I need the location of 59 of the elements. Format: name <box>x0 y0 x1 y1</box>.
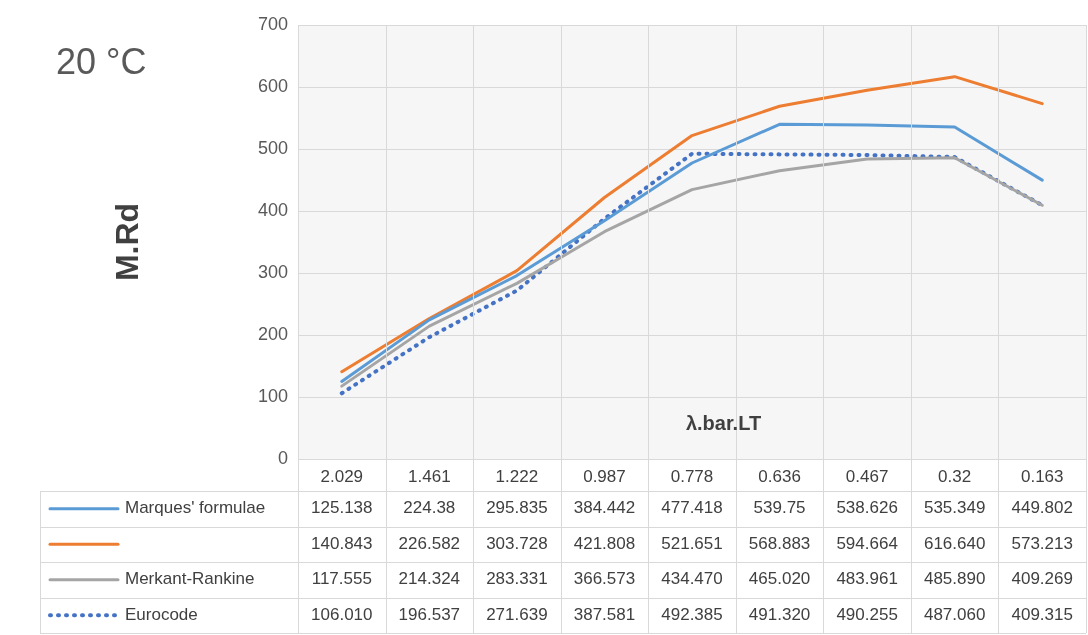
y-tick-label: 500 <box>257 137 288 158</box>
data-label: 214.324 <box>398 569 461 589</box>
data-label: 449.802 <box>1011 498 1073 518</box>
y-tick-label: 200 <box>257 323 288 344</box>
y-tick-label: 100 <box>257 385 288 406</box>
data-label: 434.470 <box>661 569 723 589</box>
data-label: 492.385 <box>661 604 723 624</box>
data-label: 295.835 <box>486 498 548 518</box>
y-tick-label: 0 <box>277 447 288 468</box>
data-label: 226.582 <box>398 533 461 553</box>
x-tick-label: 0.636 <box>758 466 801 486</box>
data-label: 106.010 <box>311 604 373 624</box>
legend-label: Eurocode <box>125 604 198 624</box>
y-tick-label: 300 <box>257 261 288 282</box>
data-label: 539.75 <box>753 498 806 518</box>
data-label: 487.060 <box>923 604 986 624</box>
data-label: 421.808 <box>573 533 636 553</box>
data-label: 387.581 <box>573 604 636 624</box>
x-tick-label: 1.222 <box>495 466 539 486</box>
x-axis-title: λ.bar.LT <box>685 411 762 434</box>
data-label: 125.138 <box>311 498 373 518</box>
x-tick-label: 1.461 <box>408 466 451 486</box>
data-label: 616.640 <box>923 533 986 553</box>
data-label: 409.269 <box>1011 569 1073 589</box>
data-label: 465.020 <box>748 569 811 589</box>
data-label: 568.883 <box>748 533 811 553</box>
y-tick-label: 600 <box>257 75 288 96</box>
data-label: 196.537 <box>398 604 461 624</box>
data-label: 483.961 <box>836 569 898 589</box>
y-tick-label: 400 <box>257 199 288 220</box>
data-label: 366.573 <box>573 569 636 589</box>
data-label: 140.843 <box>311 533 373 553</box>
data-label: 271.639 <box>486 604 548 624</box>
legend-label: Marques' formulae <box>125 498 266 518</box>
data-label: 521.651 <box>661 533 723 553</box>
data-label: 477.418 <box>661 498 723 518</box>
data-label: 303.728 <box>486 533 548 553</box>
x-tick-label: 2.029 <box>320 466 364 486</box>
data-label: 490.255 <box>836 604 898 624</box>
data-label: 485.890 <box>923 569 986 589</box>
data-label: 535.349 <box>923 498 986 518</box>
y-axis-title: M.Rd <box>109 202 146 282</box>
data-label: 538.626 <box>836 498 898 518</box>
data-label: 224.38 <box>403 498 456 518</box>
chart-title: 20 °C <box>56 40 147 82</box>
data-label: 594.664 <box>836 533 898 553</box>
data-label: 117.555 <box>311 569 372 589</box>
data-label: 283.331 <box>486 569 548 589</box>
x-tick-label: 0.32 <box>938 466 972 486</box>
x-tick-label: 0.987 <box>583 466 626 486</box>
x-tick-label: 0.467 <box>845 466 889 486</box>
y-tick-label: 700 <box>257 13 288 34</box>
data-label: 409.315 <box>1011 604 1073 624</box>
data-label: 384.442 <box>573 498 636 518</box>
x-tick-label: 0.778 <box>670 466 714 486</box>
data-label: 491.320 <box>748 604 811 624</box>
x-tick-label: 0.163 <box>1020 466 1064 486</box>
data-label: 573.213 <box>1011 533 1073 553</box>
legend-label: Merkant-Rankine <box>125 569 255 589</box>
